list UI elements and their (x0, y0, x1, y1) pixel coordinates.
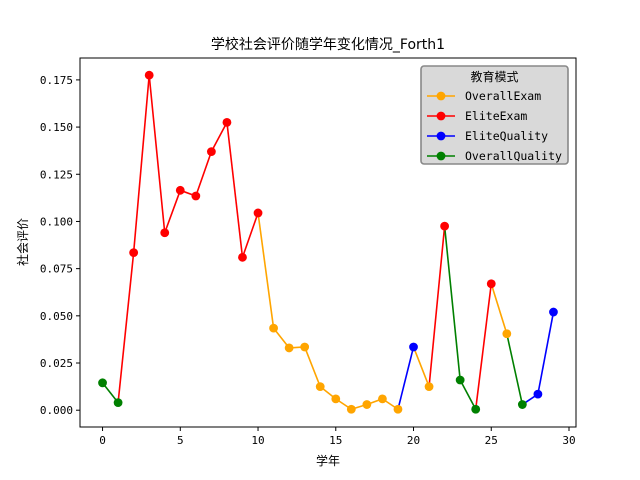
x-tick-label: 5 (177, 434, 184, 447)
x-tick-label: 15 (329, 434, 342, 447)
x-axis-label: 学年 (316, 453, 340, 468)
data-point (129, 248, 139, 257)
y-axis-label: 社会评价 (15, 218, 30, 266)
series-line-segment (459, 379, 477, 410)
x-tick-label: 25 (485, 434, 498, 447)
series-line-segment (443, 226, 461, 381)
series-line-segment (490, 283, 508, 334)
data-point (486, 279, 496, 289)
data-point (331, 394, 341, 404)
legend-swatch-marker (436, 131, 446, 141)
legend-swatch-marker (436, 151, 446, 161)
data-point (378, 394, 387, 404)
x-tick-label: 10 (251, 434, 264, 447)
data-point (98, 378, 107, 388)
plot-area (98, 70, 558, 414)
series-line-segment (241, 212, 259, 258)
data-point (533, 389, 543, 399)
series-line-segment (257, 212, 275, 329)
data-point (113, 398, 123, 408)
y-tick-label: 0.150 (40, 121, 73, 134)
data-point (424, 382, 434, 392)
data-point (455, 375, 465, 385)
y-tick-label: 0.100 (40, 215, 73, 228)
y-axis: 0.000 0.025 0.050 0.075 0.100 0.125 0.150 0.175 (40, 74, 80, 417)
x-tick-label: 20 (407, 434, 420, 447)
x-axis: 0 5 10 15 20 25 30 (99, 427, 576, 447)
y-tick-label: 0.025 (40, 357, 73, 370)
data-point (549, 307, 558, 317)
data-point (253, 208, 263, 218)
legend-swatch-marker (436, 91, 446, 101)
legend-box (420, 65, 569, 165)
series-line-segment (397, 346, 415, 410)
data-point (269, 323, 278, 333)
series-line-segment (148, 75, 166, 233)
legend-swatch-marker (436, 111, 446, 121)
series-line-segment (537, 311, 555, 395)
data-point (144, 70, 154, 80)
series-line-segment (117, 252, 135, 403)
chart-title: 学校社会评价随学年变化情况_Forth1 (211, 36, 445, 53)
data-point (300, 342, 310, 352)
data-point (160, 228, 170, 238)
legend-entry-label: OverallExam (465, 89, 541, 103)
data-point (502, 329, 512, 339)
series-line-segment (412, 346, 430, 387)
series-line-segment (210, 121, 228, 152)
data-point (517, 400, 527, 409)
data-point (471, 404, 481, 414)
series-line-segment (506, 333, 524, 405)
data-point (175, 185, 185, 195)
y-tick-label: 0.125 (40, 168, 73, 181)
series-line-segment (163, 190, 182, 234)
y-tick-label: 0.050 (40, 310, 73, 323)
data-point (206, 147, 216, 157)
legend-title: 教育模式 (470, 69, 518, 84)
data-point (191, 191, 201, 201)
series-line-segment (303, 346, 321, 387)
legend: 教育模式 OverallExam EliteExam EliteQuality Over… (420, 65, 569, 165)
series-line-segment (132, 75, 150, 253)
data-point (315, 382, 325, 392)
y-tick-label: 0.000 (40, 404, 73, 417)
x-tick-label: 30 (562, 434, 575, 447)
series-line-segment (226, 122, 244, 258)
data-point (440, 221, 450, 231)
series-line-segment (474, 283, 493, 410)
data-point (284, 343, 294, 353)
data-point (393, 404, 403, 414)
legend-entry-label: OverallQuality (465, 149, 562, 163)
data-point (238, 252, 247, 262)
data-point (409, 342, 418, 352)
legend-entry-label: EliteQuality (465, 129, 548, 143)
y-tick-label: 0.175 (40, 74, 73, 87)
data-point (222, 117, 232, 127)
plot-frame (79, 57, 577, 428)
data-point (362, 400, 372, 409)
series-line-segment (428, 226, 446, 387)
data-point (346, 404, 356, 414)
series-line-segment (195, 151, 213, 197)
x-tick-label: 0 (99, 434, 106, 447)
legend-entry-label: EliteExam (465, 109, 527, 123)
y-tick-label: 0.075 (40, 263, 73, 276)
